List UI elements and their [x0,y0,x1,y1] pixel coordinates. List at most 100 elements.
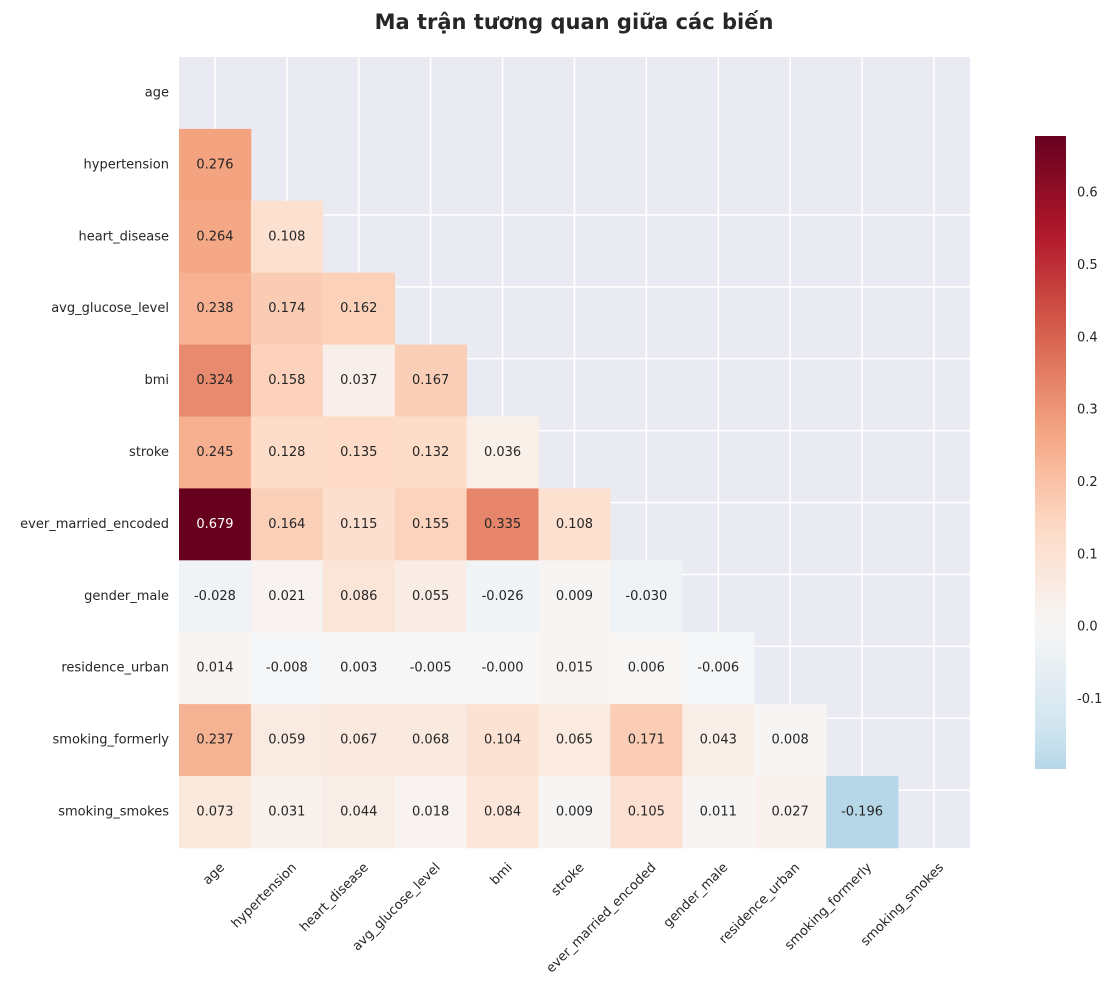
cell-value-label: 0.018 [412,804,449,819]
heatmap-cell [394,560,467,633]
heatmap-cell [250,776,324,849]
chart-title: Ma trận tương quan giữa các biến [375,10,774,34]
y-tick-label: heart_disease [78,229,169,244]
cell-value-label: -0.005 [410,661,452,676]
heatmap-cell [466,776,539,849]
cell-value-label: 0.021 [268,589,305,604]
x-tick-label: hypertension [229,860,300,931]
cell-value-label: -0.008 [266,661,308,676]
heatmap-cell [179,560,252,633]
heatmap-cell [466,632,539,705]
heatmap-cell [250,488,324,561]
y-tick-label: hypertension [84,157,169,172]
colorbar-tick-label: 0.6 [1077,186,1098,201]
colorbar-ticks: -0.1 0.0 0.1 0.2 0.3 0.4 0.5 0.6 [1077,186,1102,707]
cell-value-label: 0.008 [772,733,809,748]
heatmap-cell [322,272,396,345]
cell-value-label: 0.171 [628,733,665,748]
cell-value-label: 0.043 [700,733,737,748]
cell-value-label: -0.026 [482,589,524,604]
colorbar-tick-label: 0.5 [1077,258,1098,273]
heatmap-cell [322,488,396,561]
heatmap-cell [682,776,755,849]
cell-value-label: 0.015 [556,661,593,676]
cell-value-label: 0.115 [340,517,377,532]
colorbar-tick-label: 0.4 [1077,330,1098,345]
heatmap-cell [466,704,539,777]
cell-value-label: 0.108 [268,229,305,244]
heatmap-cell [754,776,827,849]
heatmap-cell [250,632,324,705]
cell-value-label: 0.158 [268,373,305,388]
cell-value-label: 0.014 [196,661,233,676]
heatmap-cell [466,560,539,633]
x-tick-label: stroke [549,860,588,899]
cell-value-label: -0.028 [194,589,236,604]
x-tick-label: bmi [488,860,516,888]
cell-value-label: 0.105 [628,804,665,819]
colorbar-tick-label: 0.1 [1077,547,1098,562]
cell-value-label: 0.003 [340,661,377,676]
colorbar-tick-label: -0.1 [1077,692,1102,707]
cell-value-label: -0.006 [697,661,739,676]
heatmap-cell [394,704,467,777]
cell-value-label: -0.196 [841,804,883,819]
cell-value-label: 0.679 [196,517,233,532]
y-tick-label: stroke [129,445,169,460]
heatmap-cell [826,776,899,849]
y-tick-label: smoking_formerly [53,733,170,748]
colorbar-gradient [1035,136,1066,769]
heatmap-cell [610,632,683,705]
heatmap-cell [250,416,324,489]
cell-value-label: 0.059 [268,733,305,748]
y-tick-label: bmi [144,373,169,388]
cell-value-label: 0.155 [412,517,449,532]
heatmap-cell [682,704,755,777]
heatmap-cell [179,488,252,561]
cell-value-label: 0.065 [556,733,593,748]
heatmap-cell [394,488,467,561]
cell-value-label: 0.006 [628,661,665,676]
x-tick-label: heart_disease [297,860,372,935]
cell-value-label: 0.174 [268,301,305,316]
cell-value-label: 0.104 [484,733,521,748]
heatmap-cell [394,416,467,489]
cell-value-label: 0.245 [196,445,233,460]
heatmap-cell [322,416,396,489]
heatmap-cell [322,344,396,417]
heatmap-cell [394,344,467,417]
heatmap-cell [250,344,324,417]
heatmap-cell [322,560,396,633]
cell-value-label: 0.108 [556,517,593,532]
heatmap-cell [538,632,611,705]
cell-value-label: 0.162 [340,301,377,316]
heatmap-cell [610,704,683,777]
colorbar: -0.1 0.0 0.1 0.2 0.3 0.4 0.5 0.6 [1035,136,1102,769]
heatmap-cell [179,344,252,417]
cell-value-label: -0.030 [625,589,667,604]
heatmap-cell [466,416,539,489]
colorbar-tick-label: 0.0 [1077,620,1098,635]
x-tick-label: gender_male [661,860,732,931]
heatmap-cell [466,488,539,561]
heatmap-cells: 0.276 0.264 0.108 0.238 0.174 0.162 0.324 0.158… [179,128,899,849]
heatmap-cell [179,632,252,705]
cell-value-label: 0.055 [412,589,449,604]
cell-value-label: 0.044 [340,804,377,819]
y-tick-label: age [145,85,169,100]
x-tick-label: age [200,860,228,888]
colorbar-tick-label: 0.2 [1077,475,1098,490]
cell-value-label: 0.335 [484,517,521,532]
heatmap-cell [538,704,611,777]
cell-value-label: 0.264 [196,229,233,244]
cell-value-label: 0.037 [340,373,377,388]
heatmap-cell [610,776,683,849]
heatmap-cell [250,272,324,345]
heatmap-cell [179,128,252,202]
heatmap-cell [394,632,467,705]
cell-value-label: 0.067 [340,733,377,748]
heatmap-cell [250,704,324,777]
heatmap-cell [179,416,252,489]
heatmap-cell [538,560,611,633]
